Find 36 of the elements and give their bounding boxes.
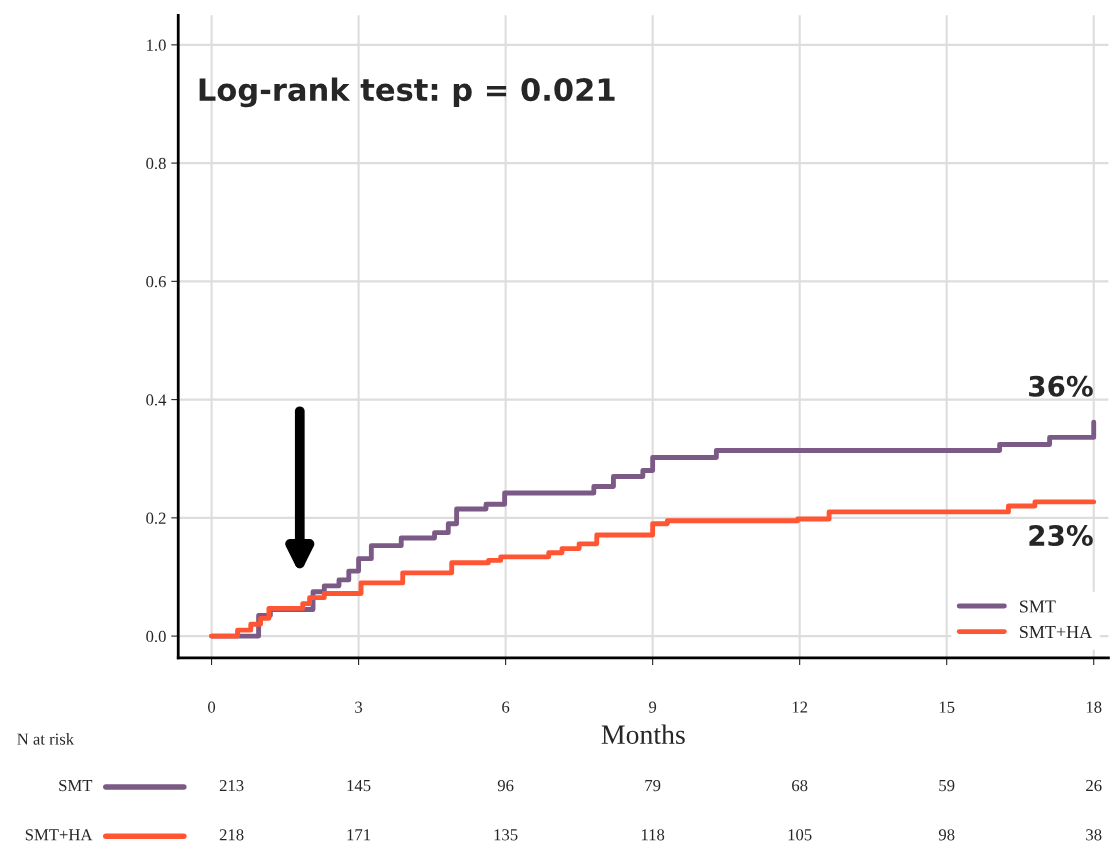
text: 59 bbox=[939, 779, 955, 792]
text: 135 bbox=[494, 829, 518, 841]
text: 38 bbox=[1086, 829, 1102, 841]
text: 118 bbox=[641, 829, 665, 841]
y-tick-label: 0.0 bbox=[146, 630, 166, 643]
y-tick-label: 0.6 bbox=[146, 276, 166, 288]
y-tick-label: 0.2 bbox=[146, 512, 166, 524]
x-tick-label: 6 bbox=[502, 701, 510, 713]
x-tick-label: 12 bbox=[792, 701, 808, 713]
y-tick-label: 1.0 bbox=[147, 39, 166, 51]
legend-label: SMT+HA bbox=[1020, 625, 1093, 639]
text: 68 bbox=[792, 779, 808, 792]
text: 171 bbox=[347, 829, 371, 841]
y-tick-label: 0.4 bbox=[146, 394, 167, 406]
annotation: Log-rank test: p = 0.021 bbox=[199, 77, 615, 108]
text: 218 bbox=[219, 829, 244, 841]
x-tick-label: 15 bbox=[939, 701, 955, 713]
x-tick-label: 3 bbox=[355, 701, 363, 713]
x-tick-label: 18 bbox=[1086, 701, 1102, 713]
text: N at risk bbox=[17, 733, 75, 745]
x-axis-title: Months bbox=[601, 724, 685, 745]
text: 79 bbox=[645, 779, 661, 792]
text: SMT bbox=[59, 779, 93, 792]
text: 98 bbox=[938, 829, 955, 841]
text: 105 bbox=[788, 829, 812, 841]
x-tick-label: 0 bbox=[208, 701, 216, 713]
text: 26 bbox=[1086, 779, 1102, 792]
y-tick-label: 0.8 bbox=[146, 157, 166, 170]
annotation: 36% bbox=[1029, 375, 1093, 397]
text: 213 bbox=[219, 779, 244, 792]
legend-label: SMT bbox=[1020, 600, 1056, 613]
text: 96 bbox=[497, 779, 514, 792]
x-tick-label: 9 bbox=[649, 701, 657, 713]
text: 145 bbox=[347, 780, 371, 792]
annotation: 23% bbox=[1029, 525, 1093, 547]
text: SMT+HA bbox=[25, 829, 93, 841]
